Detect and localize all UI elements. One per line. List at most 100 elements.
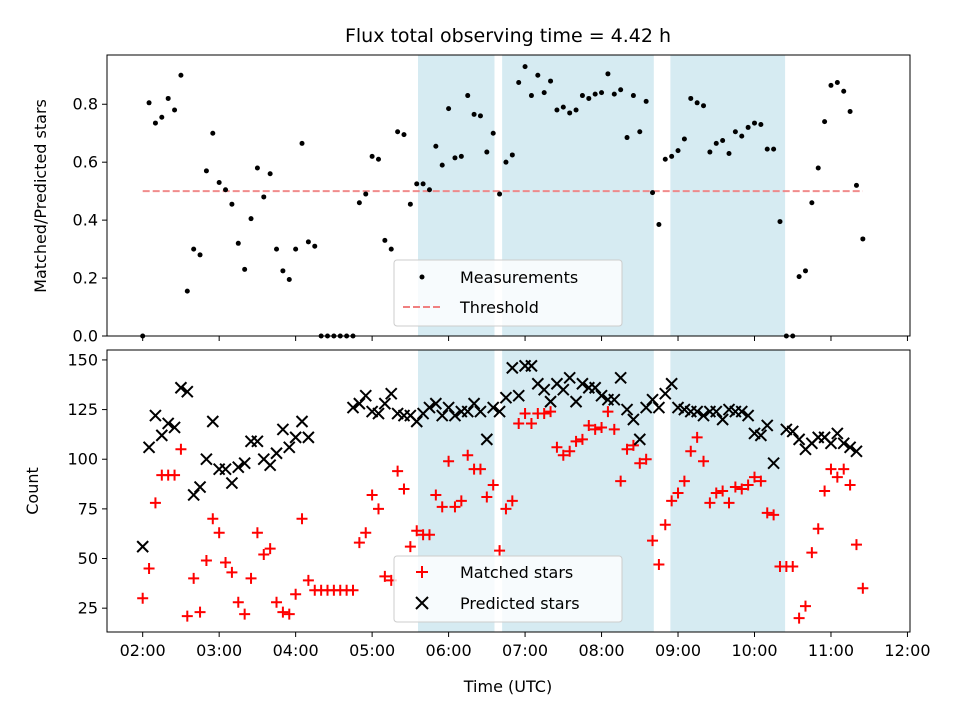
matched-stars-point	[564, 445, 576, 457]
matched-stars-point	[494, 545, 506, 557]
measurement-point	[312, 243, 318, 249]
measurement-point	[637, 129, 643, 135]
predicted-stars-point	[155, 429, 169, 442]
measurement-point	[382, 237, 388, 243]
predicted-stars-point	[251, 435, 264, 448]
measurement-point	[191, 246, 197, 252]
measurement-point	[235, 240, 241, 246]
measurement-point	[567, 110, 573, 116]
predicted-stars-point	[665, 377, 678, 390]
matched-stars-point	[653, 558, 665, 570]
predicted-stars-point	[372, 407, 385, 420]
measurement-point	[363, 191, 369, 197]
matched-stars-point	[264, 543, 276, 555]
matched-stars-point	[220, 556, 232, 568]
matched-stars-point	[812, 523, 824, 535]
measurement-point	[656, 221, 662, 227]
matched-stars-point	[449, 501, 461, 513]
predicted-stars-point	[620, 403, 634, 416]
measurement-point	[796, 274, 802, 280]
measurement-point	[254, 165, 260, 171]
measurement-point	[611, 91, 617, 97]
matched-stars-point	[430, 489, 442, 501]
measurement-point	[732, 129, 738, 135]
matched-stars-point	[392, 465, 404, 477]
matched-stars-point	[137, 592, 149, 604]
matched-stars-point	[857, 582, 869, 594]
measurement-point	[369, 153, 375, 159]
matched-stars-point	[825, 463, 837, 475]
x-tick-label: 09:00	[655, 641, 701, 660]
x-tick-label: 06:00	[426, 641, 472, 660]
matched-stars-point	[251, 527, 263, 539]
matched-stars-point	[608, 423, 620, 435]
predicted-stars-point	[512, 389, 525, 402]
measurement-point	[261, 194, 267, 200]
bottom-panel: 25 50 75 100 125 150 02:00 03:00 04:00 05:00 06:00…	[23, 349, 931, 696]
measurement-point	[516, 80, 522, 86]
matched-stars-point	[500, 503, 512, 515]
measurement-point	[662, 156, 668, 162]
predicted-stars-point	[499, 391, 513, 404]
predicted-stars-point	[627, 413, 640, 426]
matched-stars-point	[290, 588, 302, 600]
predicted-stars-point	[161, 417, 175, 430]
measurement-point	[223, 187, 229, 193]
predicted-stars-point	[353, 397, 366, 410]
matched-stars-point	[850, 539, 862, 551]
matched-stars-point	[831, 471, 843, 483]
matched-stars-point	[589, 423, 601, 435]
measurement-point	[802, 268, 808, 274]
matched-stars-point	[545, 406, 557, 418]
measurements-legend-marker	[419, 274, 425, 280]
predicted-stars-point	[595, 389, 608, 402]
predicted-stars-point	[646, 393, 659, 406]
measurement-point	[573, 107, 579, 113]
matched-stars-point	[576, 433, 588, 445]
measurement-point	[388, 246, 394, 252]
matched-stars-point	[525, 417, 537, 429]
predicted-stars-point	[786, 425, 799, 438]
predicted-stars-point	[493, 405, 506, 418]
matched-stars-point	[226, 566, 238, 578]
measurement-point	[426, 187, 432, 193]
measurement-point	[216, 179, 222, 185]
matched-stars-point	[602, 406, 614, 418]
predicted-stars-point	[142, 441, 156, 454]
stars-series	[136, 359, 869, 624]
predicted-stars-point	[761, 419, 774, 432]
measurement-point	[293, 246, 299, 252]
measurement-point	[650, 190, 656, 196]
predicted-stars-point	[767, 456, 780, 470]
predicted-stars-point	[716, 413, 729, 426]
measurement-point	[452, 155, 458, 161]
predicted-stars-point	[187, 488, 200, 502]
matched-stars-point	[704, 497, 716, 509]
measurement-point	[548, 78, 554, 84]
measurement-point	[643, 98, 649, 104]
predicted-stars-point	[563, 371, 576, 385]
x-axis-label: Time (UTC)	[463, 677, 552, 696]
measurement-point	[592, 91, 598, 97]
matched-stars-point	[353, 537, 365, 549]
bottom-y-tick-label: 100	[67, 450, 98, 469]
matched-stars-point	[213, 527, 225, 539]
predicted-stars-point	[295, 415, 309, 428]
measurement-point	[713, 140, 719, 146]
matched-stars-point	[462, 449, 474, 461]
matched-stars-point	[411, 525, 423, 537]
matched-stars-point	[455, 495, 467, 507]
measurement-point	[853, 182, 859, 188]
predicted-stars-point	[843, 441, 857, 454]
x-tick-label: 10:00	[731, 641, 777, 660]
predicted-stars-point	[206, 415, 219, 428]
matched-stars-point	[583, 419, 595, 431]
measurement-point	[152, 120, 158, 126]
measurement-point	[701, 103, 707, 109]
predicted-stars-point	[525, 359, 538, 373]
predicted-stars-point	[792, 433, 806, 446]
predicted-stars-point	[174, 381, 188, 394]
predicted-stars-point	[467, 397, 481, 410]
predicted-stars-point	[410, 415, 423, 428]
matched-stars-legend-label: Matched stars	[460, 563, 573, 582]
